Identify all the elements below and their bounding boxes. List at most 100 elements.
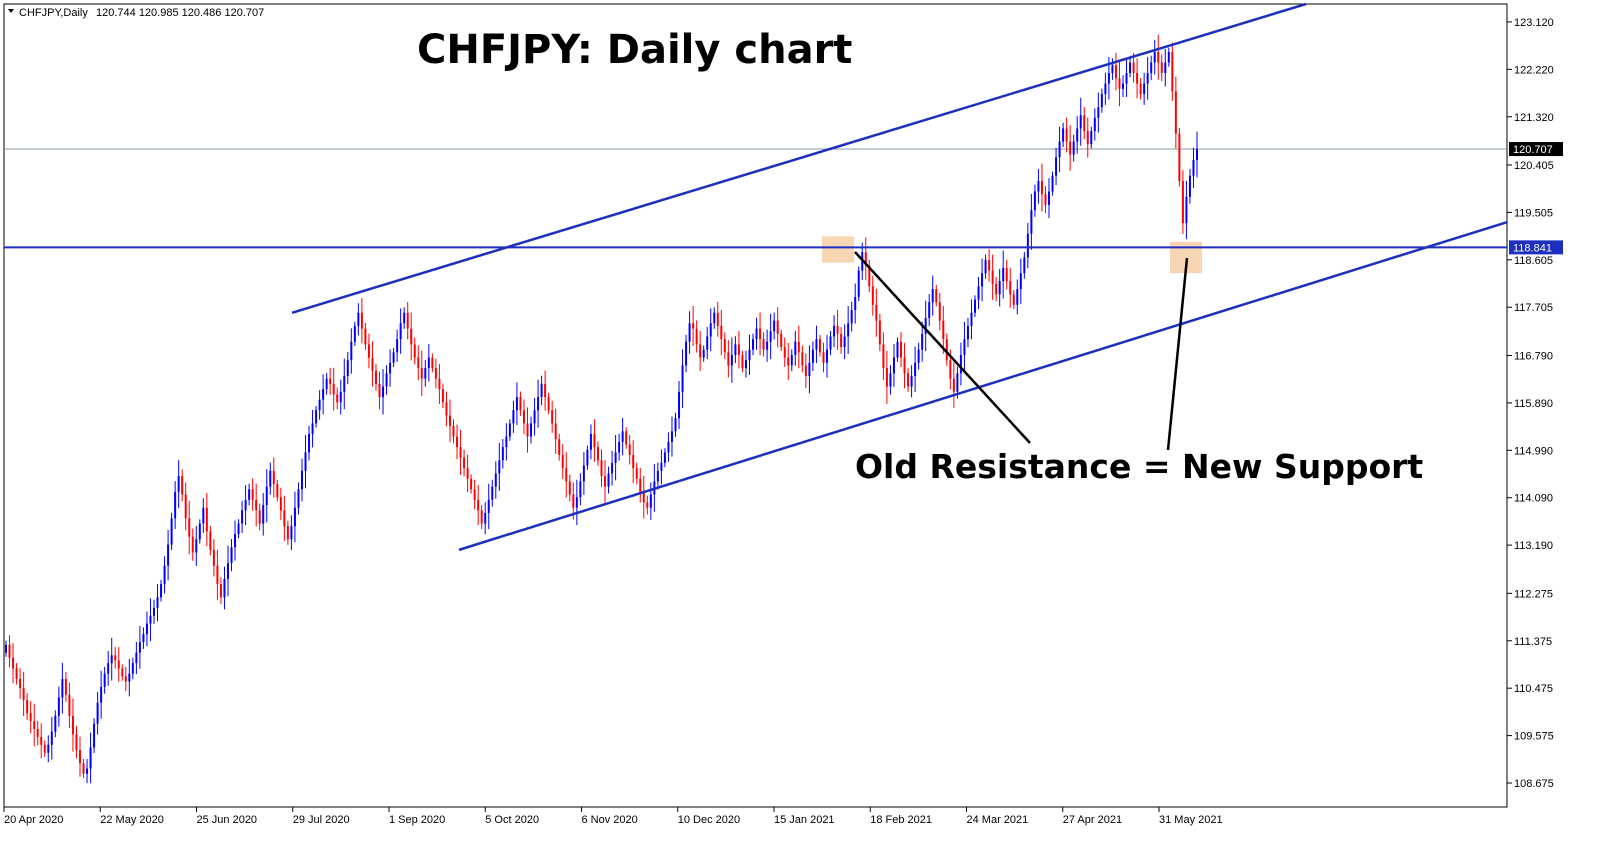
y-tick-label: 117.705 [1514,302,1553,314]
bear-candle [875,304,878,321]
bull-candle [149,615,152,624]
channel-lower-line[interactable] [458,220,1508,552]
bear-candle [258,510,261,524]
bull-candle [339,391,342,403]
bull-candle [611,462,614,474]
bear-candle [551,410,554,424]
bull-candle [924,318,927,334]
bull-candle [343,375,346,392]
triangle-down-icon[interactable] [8,9,14,13]
bull-candle [540,383,543,398]
bear-candle [596,447,599,461]
bull-candle [1093,117,1096,131]
bull-candle [5,644,7,653]
bear-candle [33,721,36,730]
bear-candle [463,457,466,469]
bear-candle [251,489,254,500]
bull-candle [621,431,624,442]
bear-candle [184,494,187,519]
level-price-badge: 118.841 [1513,242,1552,254]
bull-candle [93,723,96,748]
bear-candle [26,700,29,714]
bear-candle [378,383,381,398]
bear-candle [907,373,910,387]
bull-candle [1192,159,1195,176]
y-tick-label: 120.405 [1514,160,1554,172]
bull-candle [223,578,226,598]
bull-candle [237,523,240,535]
bull-candle [244,499,247,511]
bull-candle [1033,191,1036,211]
y-tick-label: 110.475 [1514,683,1553,695]
y-tick-label: 121.320 [1514,112,1554,124]
bull-candle [530,423,533,437]
bull-candle [396,339,399,353]
bear-candle [737,344,740,355]
bull-candle [833,325,836,337]
bear-candle [716,312,719,326]
bear-candle [191,536,194,553]
bear-candle [822,352,825,363]
bear-candle [1178,133,1181,182]
bear-candle [783,347,786,358]
plot-frame [3,3,1508,808]
bear-candle [1160,62,1163,74]
bull-candle [702,349,705,358]
bull-candle [847,323,850,337]
bull-candle [47,744,50,753]
bear-candle [8,644,11,658]
bull-candle [713,312,716,324]
bear-candle [864,252,867,266]
bear-candle [519,397,522,411]
bear-candle [205,507,208,532]
drawings-layer [4,2,1508,552]
x-tick-label: 22 May 2020 [100,814,164,826]
bull-candle [974,299,977,313]
bear-candle [952,378,955,392]
x-tick-label: 25 Jun 2020 [197,814,258,826]
bull-candle [322,389,325,400]
bear-candle [878,320,881,345]
bull-candle [1062,128,1065,142]
channel-upper-line[interactable] [291,2,1307,314]
y-tick-label: 114.090 [1514,493,1553,505]
bull-candle [586,449,589,466]
bull-candle [917,349,920,363]
bear-candle [336,394,339,403]
bull-candle [508,423,511,437]
bear-candle [547,397,550,411]
bear-candle [995,283,998,295]
bull-candle [607,473,610,487]
bear-candle [900,341,903,358]
bear-candle [117,660,120,669]
bull-candle [921,333,924,350]
bull-candle [293,507,296,527]
bull-candle [678,391,681,419]
bear-candle [646,502,649,508]
bear-candle [723,339,726,353]
x-tick-label: 27 Apr 2021 [1063,814,1122,826]
bull-candle [195,539,198,553]
bear-candle [625,431,628,445]
bull-candle [579,481,582,498]
bull-candle [403,312,406,324]
bear-candle [882,344,885,369]
bull-candle [269,470,272,487]
bull-candle [1164,62,1167,74]
bear-candle [787,357,790,366]
bear-candle [558,439,561,456]
bull-candle [145,623,148,635]
bull-candle [152,607,155,616]
bull-candle [896,341,899,358]
bear-candle [801,352,804,366]
bear-candle [938,302,941,321]
bull-candle [582,465,585,482]
bull-candle [135,652,138,664]
y-tick-label: 112.275 [1514,588,1553,600]
bull-candle [1143,83,1146,95]
bear-candle [1157,51,1160,63]
bull-candle [984,260,987,274]
bull-candle [928,302,931,319]
bull-candle [501,447,504,461]
